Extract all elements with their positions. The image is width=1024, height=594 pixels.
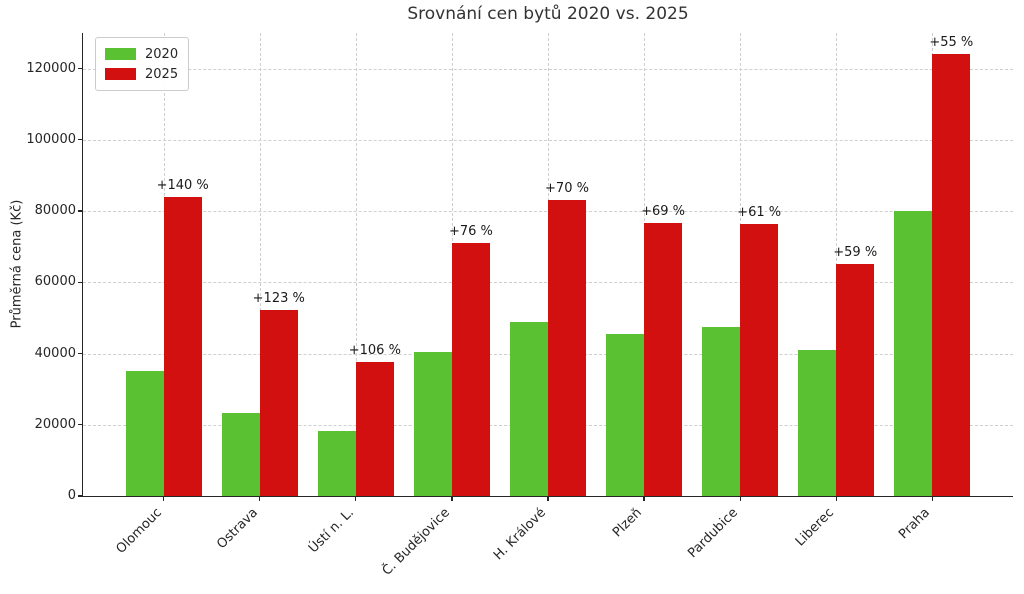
y-tick-label: 0: [67, 488, 76, 503]
chart-title: Srovnání cen bytů 2020 vs. 2025: [407, 4, 689, 24]
percent-change-label: +59 %: [833, 244, 878, 260]
y-tick-mark: [77, 210, 82, 212]
legend-label: 2025: [145, 66, 179, 82]
percent-change-label: +106 %: [348, 343, 401, 359]
bar-2025: [259, 310, 298, 496]
y-tick-mark: [77, 139, 82, 141]
bar-2020: [125, 371, 164, 496]
x-tick-mark: [931, 497, 933, 502]
y-tick-mark: [77, 68, 82, 70]
y-tick-label: 20000: [34, 416, 76, 432]
y-tick-mark: [77, 281, 82, 283]
bar-2025: [451, 242, 490, 496]
bar-2020: [606, 334, 645, 496]
y-tick-label: 40000: [34, 345, 76, 361]
bar-2025: [836, 263, 875, 496]
y-tick-mark: [77, 495, 82, 497]
legend-item: 2020: [105, 44, 178, 64]
percent-change-label: +140 %: [156, 177, 209, 193]
x-axis-spine: [81, 496, 1013, 498]
y-axis-spine: [81, 33, 83, 498]
bar-2025: [548, 200, 586, 496]
x-tick-mark: [355, 497, 357, 502]
bar-2020: [702, 327, 741, 496]
x-tick-mark: [163, 497, 165, 502]
x-tick-mark: [259, 497, 261, 502]
bar-2025: [163, 196, 202, 496]
bar-2020: [798, 349, 837, 496]
bar-2020: [221, 412, 260, 496]
y-tick-mark: [77, 352, 82, 355]
x-tick-mark: [547, 497, 549, 502]
legend: 2020 2025: [95, 37, 190, 91]
x-tick-mark: [739, 497, 741, 502]
percent-change-label: +70 %: [545, 181, 589, 197]
x-tick-mark: [643, 497, 645, 502]
legend-swatch-2025: [105, 68, 136, 80]
percent-change-label: +123 %: [252, 291, 305, 307]
bar-2020: [413, 352, 452, 496]
x-gridline: [355, 33, 357, 496]
percent-change-label: +76 %: [448, 223, 493, 239]
bar-2025: [644, 222, 683, 496]
y-tick-label: 120000: [26, 60, 76, 76]
bar-2020: [317, 431, 356, 496]
x-tick-mark: [451, 497, 453, 502]
percent-change-label: +55 %: [929, 34, 974, 50]
bar-2025: [740, 224, 779, 496]
percent-change-label: +69 %: [641, 203, 686, 219]
bar-2025: [932, 53, 971, 496]
percent-change-label: +61 %: [737, 205, 782, 221]
bar-2020: [894, 210, 933, 496]
bar-2020: [510, 322, 548, 496]
y-tick-mark: [77, 424, 82, 426]
x-tick-mark: [835, 497, 837, 502]
y-tick-label: 60000: [34, 274, 76, 290]
legend-swatch-2020: [105, 48, 136, 60]
legend-item: 2025: [105, 64, 178, 84]
plot-area: +140 % +123 % +106 % +76 % +70 % +69 % +61 % +5…: [83, 33, 1013, 496]
y-tick-label: 100000: [26, 131, 76, 147]
x-tick-label: Olomouc: [113, 505, 165, 557]
y-tick-label: 80000: [34, 203, 76, 219]
bar-2025: [355, 362, 394, 496]
x-gridline: [259, 33, 261, 496]
legend-label: 2020: [145, 46, 179, 62]
